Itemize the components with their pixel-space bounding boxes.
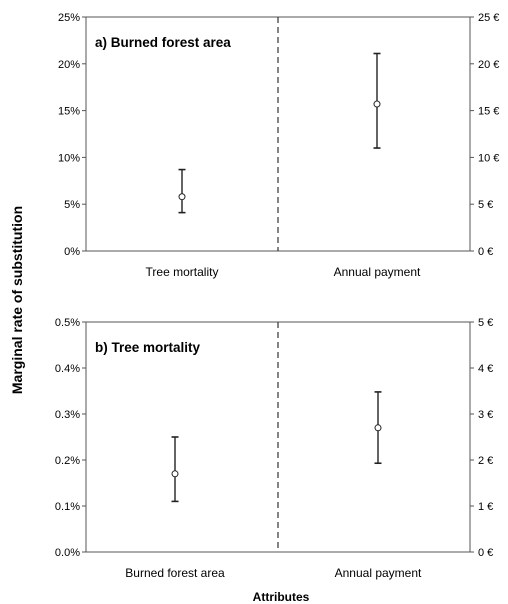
left-tick-label: 0.2%	[55, 455, 80, 467]
category-label: Annual payment	[335, 566, 422, 580]
left-tick-label: 10%	[58, 152, 80, 164]
left-tick-label: 20%	[58, 59, 80, 71]
right-tick-label: 15 €	[478, 106, 499, 118]
left-tick-label: 25%	[58, 12, 80, 24]
data-point	[178, 193, 186, 201]
y-axis-title: Marginal rate of substitution	[9, 206, 25, 394]
right-tick-label: 0 €	[478, 246, 493, 258]
left-tick-label: 0.3%	[55, 409, 80, 421]
right-tick-label: 1 €	[478, 501, 493, 513]
category-label: Burned forest area	[125, 566, 225, 580]
data-point	[374, 424, 382, 432]
data-point	[171, 470, 179, 478]
panel-title: a) Burned forest area	[95, 35, 231, 50]
right-tick-label: 4 €	[478, 363, 493, 375]
left-tick-label: 15%	[58, 106, 80, 118]
panel-title: b) Tree mortality	[95, 340, 201, 355]
right-tick-label: 20 €	[478, 59, 499, 71]
right-tick-label: 5 €	[478, 199, 493, 211]
chart-panel-2: 0.0% 0.1% 0.2% 0.3% 0.4% 0.5% 0 € 1 € 2 € 3 € 4 € 5…	[55, 317, 493, 580]
panels: 0% 5% 10% 15% 20% 25% 0 € 5 € 10 € 15 € 20 € 25 € a)…	[55, 12, 500, 580]
left-tick-label: 5%	[64, 199, 80, 211]
right-tick-label: 25 €	[478, 12, 499, 24]
chart-panel-1: 0% 5% 10% 15% 20% 25% 0 € 5 € 10 € 15 € 20 € 25 € a)…	[58, 12, 499, 279]
category-label: Annual payment	[334, 265, 421, 279]
category-label: Tree mortality	[146, 265, 219, 279]
right-tick-label: 3 €	[478, 409, 493, 421]
left-tick-label: 0.1%	[55, 501, 80, 513]
right-tick-label: 0 €	[478, 547, 493, 559]
left-tick-label: 0.5%	[55, 317, 80, 329]
right-tick-label: 2 €	[478, 455, 493, 467]
right-tick-label: 10 €	[478, 152, 499, 164]
data-point	[373, 100, 381, 108]
left-tick-label: 0.4%	[55, 363, 80, 375]
left-tick-label: 0.0%	[55, 547, 80, 559]
left-tick-label: 0%	[64, 246, 80, 258]
right-tick-label: 5 €	[478, 317, 493, 329]
x-axis-title: Attributes	[253, 590, 310, 604]
